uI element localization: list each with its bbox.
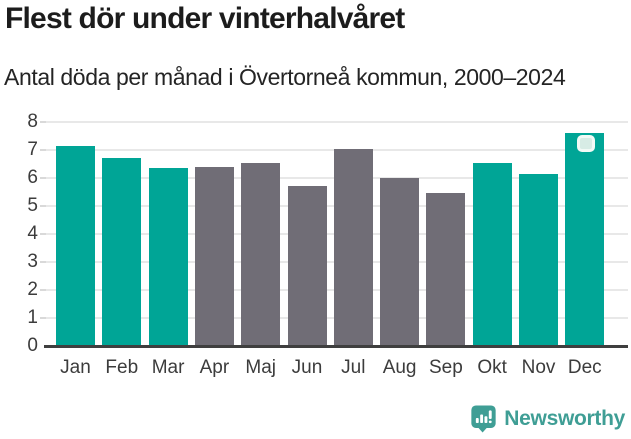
bar-jan [56,145,95,345]
bar-jun [287,186,327,345]
x-label-nov: Nov [521,357,556,378]
x-label-dec: Dec [567,357,602,378]
x-label-feb: Feb [105,357,139,378]
y-label-4: 4 [27,223,38,244]
newsworthy-logo-text: Newsworthy [504,406,625,430]
y-label-2: 2 [27,279,38,300]
y-tick-2 [40,289,46,291]
x-label-jan: Jan [60,357,91,378]
x-label-sep: Sep [428,357,463,378]
x-label-jun: Jun [291,357,323,378]
bar-apr [194,166,234,345]
bar-jul [333,148,373,345]
y-label-1: 1 [27,307,38,328]
y-label-5: 5 [27,195,38,216]
x-label-mar: Mar [151,357,185,378]
bar-nov [519,173,558,345]
bar-dec [565,133,605,345]
y-label-3: 3 [27,251,38,272]
x-axis-line [44,345,628,348]
x-label-maj: Maj [245,357,276,378]
y-tick-7 [40,149,46,151]
bar-mar [148,168,188,345]
bar-aug [380,178,420,345]
bar-maj [241,162,281,345]
bar-sep [426,193,466,345]
y-tick-1 [40,317,46,319]
y-tick-5 [40,205,46,207]
x-label-okt: Okt [477,357,507,378]
y-tick-8 [40,121,46,123]
x-label-aug: Aug [382,357,417,378]
y-tick-4 [40,233,46,235]
newsworthy-logo[interactable]: Newsworthy [470,404,625,433]
gridline-8 [46,121,628,123]
bar-okt [472,162,512,345]
y-tick-6 [40,177,46,179]
y-label-6: 6 [27,167,38,188]
y-label-7: 7 [27,139,38,160]
x-label-apr: Apr [199,357,230,378]
chart-subtitle: Antal döda per månad i Övertorneå kommun… [4,64,566,90]
y-label-8: 8 [27,111,38,132]
y-label-0: 0 [27,335,38,356]
newsworthy-logo-icon [471,405,496,433]
bar-feb [102,158,142,345]
highlight-marker-dec [577,135,596,153]
chart-title: Flest dör under vinterhalvåret [5,2,405,35]
y-tick-3 [40,261,46,263]
x-label-jul: Jul [341,357,366,378]
